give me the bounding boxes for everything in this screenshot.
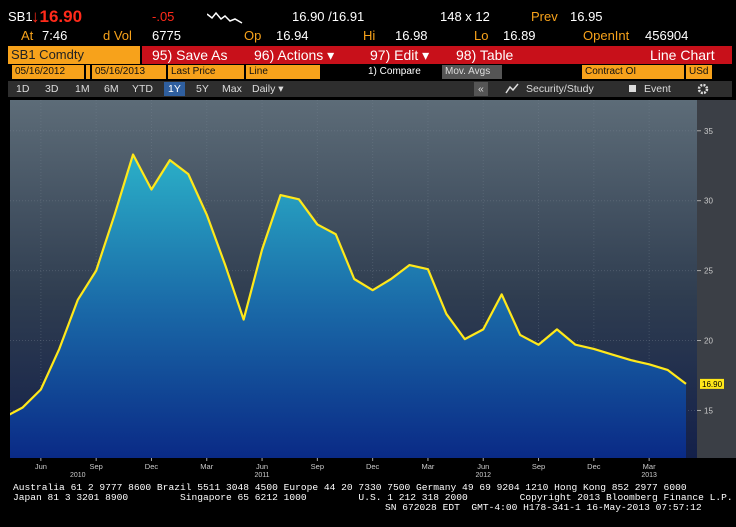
x-tick-label: Sep — [89, 462, 102, 471]
y-tick-label: 30 — [704, 197, 713, 206]
field-select[interactable]: Last Price — [168, 65, 244, 79]
range-bar — [8, 81, 732, 97]
high-label: Hi — [363, 28, 376, 43]
low-label: Lo — [474, 28, 489, 43]
compare-button[interactable]: 1) Compare — [368, 66, 421, 77]
bid-ask-size: 148 x 12 — [440, 9, 490, 24]
currency-select[interactable]: USd — [686, 65, 712, 79]
range-button[interactable]: 1M — [75, 83, 90, 95]
ticker: SB1 — [8, 9, 33, 24]
toolbar-button[interactable]: 97) Edit ▾ — [370, 47, 430, 63]
range-button[interactable]: Max — [222, 83, 242, 95]
toolbar-button[interactable]: 95) Save As — [152, 47, 228, 63]
range-button[interactable]: 5Y — [196, 83, 209, 95]
end-date[interactable]: 05/16/2013 — [92, 65, 166, 79]
range-button[interactable]: 1Y — [164, 82, 185, 96]
x-tick-label: Sep — [532, 462, 545, 471]
volume-label: d Vol — [103, 28, 132, 43]
x-year-label: 2010 — [70, 472, 86, 479]
y-tick-label: 35 — [704, 127, 713, 136]
bid-ask: 16.90 /16.91 — [292, 9, 365, 24]
x-tick-label: Mar — [200, 462, 213, 471]
footer-line: Australia 61 2 9777 8600 Brazil 5511 304… — [13, 482, 687, 493]
open-interest: 456904 — [645, 28, 689, 43]
toolbar-button[interactable]: 98) Table — [456, 47, 514, 63]
mov-avgs-button[interactable]: Mov. Avgs — [442, 65, 502, 79]
range-button[interactable]: 1D — [16, 83, 30, 95]
footer-line: Japan 81 3 3201 8900 Singapore 65 6212 1… — [13, 492, 733, 503]
x-tick-label: Mar — [643, 462, 656, 471]
prev-label: Prev — [531, 9, 558, 24]
range-button[interactable]: 6M — [104, 83, 119, 95]
start-date[interactable]: 05/16/2012 — [12, 65, 84, 79]
x-tick-label: Dec — [145, 462, 159, 471]
toolbar-button[interactable]: 96) Actions ▾ — [254, 47, 335, 63]
high: 16.98 — [395, 28, 428, 43]
event-icon — [629, 85, 636, 92]
y-tick-label: 15 — [704, 406, 713, 415]
x-tick-label: Jun — [35, 462, 47, 471]
last-price: ↓16.90 — [31, 7, 83, 26]
time: 7:46 — [42, 28, 68, 43]
x-year-label: 2013 — [641, 472, 657, 479]
line — [10, 153, 687, 416]
contract-select[interactable]: Contract OI — [582, 65, 684, 79]
red-toolbar — [142, 46, 732, 64]
time-label: At — [21, 28, 34, 43]
x-tick-label: Jun — [256, 462, 268, 471]
collapse-button[interactable]: « — [474, 82, 488, 96]
axis-background — [697, 100, 736, 458]
sparkline-icon — [207, 11, 243, 24]
last-value-label: 16.90 — [702, 380, 723, 389]
x-year-label: 2011 — [255, 472, 270, 479]
study-icon — [505, 83, 519, 94]
last-value-tag — [700, 378, 724, 389]
footer-line: SN 672028 EDT GMT-4:00 H178-341-1 16-May… — [385, 502, 702, 513]
view-title: Line Chart — [650, 47, 715, 63]
style-select[interactable]: Line — [246, 65, 320, 79]
y-tick-label: 25 — [704, 267, 713, 276]
study-button[interactable]: Security/Study — [526, 83, 594, 95]
x-tick-label: Mar — [421, 462, 434, 471]
x-tick-label: Sep — [311, 462, 324, 471]
open-label: Op — [244, 28, 262, 43]
date-separator — [86, 65, 90, 79]
x-tick-label: Dec — [587, 462, 601, 471]
event-button[interactable]: Event — [644, 83, 671, 95]
x-tick-label: Jun — [477, 462, 489, 471]
x-tick-label: Dec — [366, 462, 380, 471]
x-year-label: 2012 — [475, 472, 491, 479]
y-tick-label: 20 — [704, 337, 713, 346]
volume: 6775 — [152, 28, 181, 43]
net-change: -.05 — [152, 9, 175, 24]
range-button[interactable]: YTD — [132, 83, 153, 95]
prev-value: 16.95 — [570, 9, 603, 24]
open: 16.94 — [276, 28, 309, 43]
low: 16.89 — [503, 28, 536, 43]
security-field[interactable]: SB1 Comdty — [8, 46, 140, 64]
frequency-select[interactable]: Daily ▾ — [252, 83, 284, 95]
open-interest-label: OpenInt — [583, 28, 630, 43]
range-button[interactable]: 3D — [45, 83, 59, 95]
area — [10, 154, 686, 458]
settings-icon[interactable] — [697, 83, 709, 95]
